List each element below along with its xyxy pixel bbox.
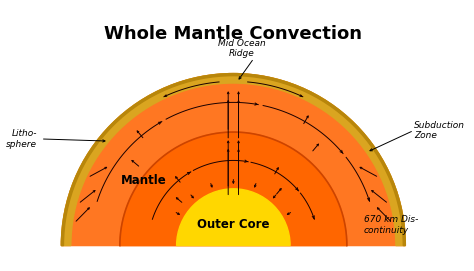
Text: 670 km Dis-
continuity: 670 km Dis- continuity (364, 215, 419, 235)
Text: Mid Ocean
Ridge: Mid Ocean Ridge (218, 39, 266, 58)
Wedge shape (61, 74, 405, 246)
Text: Litho-
sphere: Litho- sphere (6, 129, 37, 149)
Wedge shape (177, 189, 290, 246)
Text: Mantle: Mantle (121, 174, 167, 187)
Wedge shape (61, 74, 405, 246)
Wedge shape (61, 74, 405, 246)
Text: Whole Mantle Convection: Whole Mantle Convection (104, 25, 362, 43)
Text: Subduction
Zone: Subduction Zone (414, 121, 465, 140)
Text: Outer Core: Outer Core (197, 218, 270, 231)
Wedge shape (120, 132, 347, 246)
